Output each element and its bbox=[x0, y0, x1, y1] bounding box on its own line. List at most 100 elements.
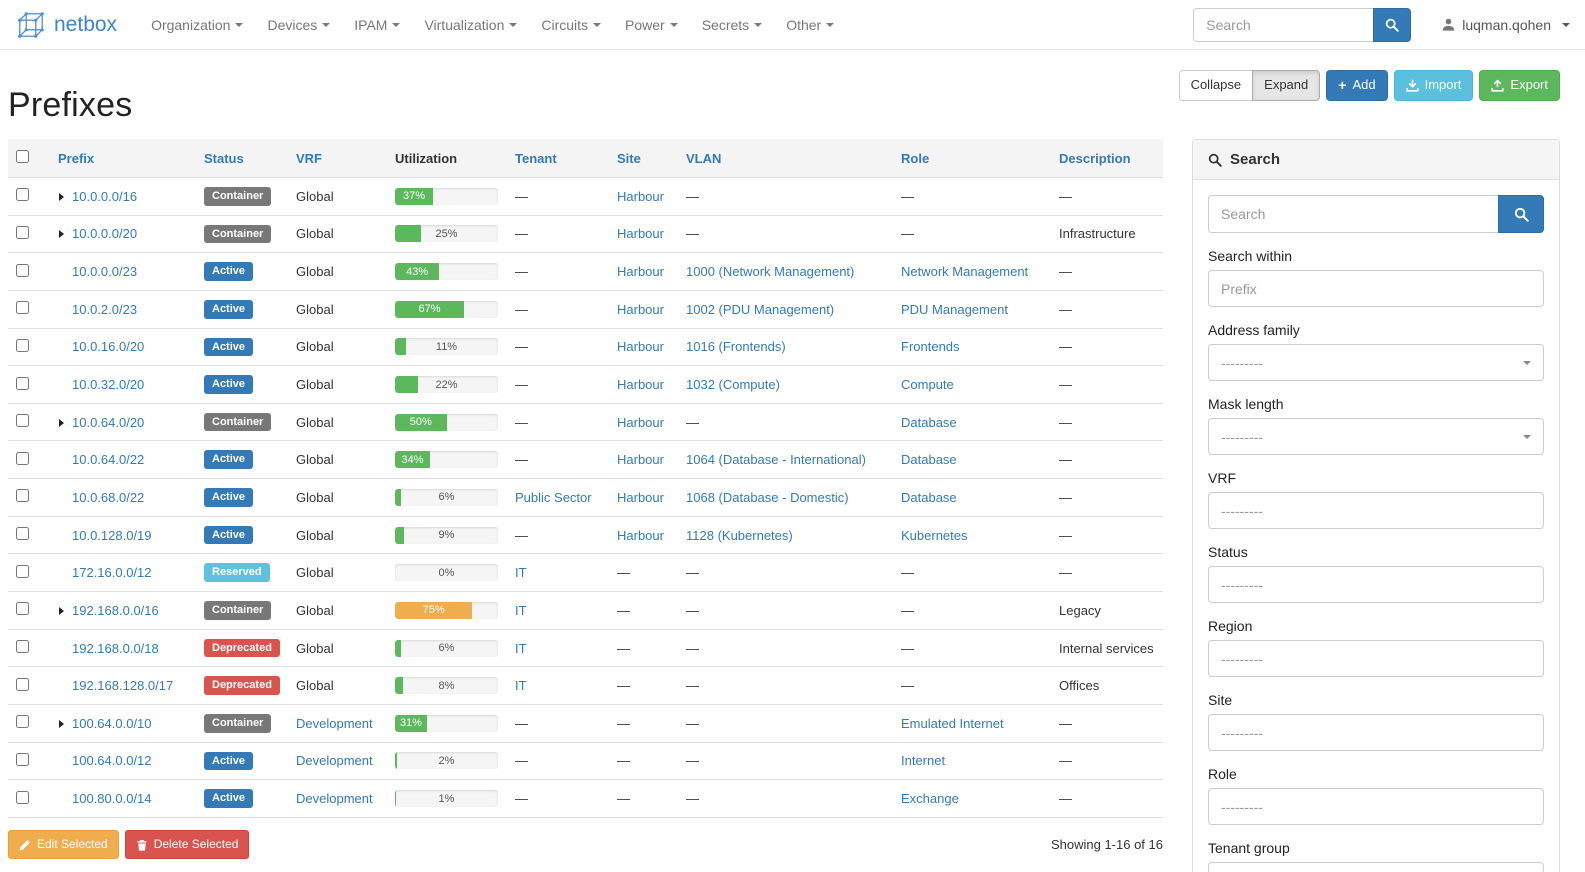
nav-menu-devices[interactable]: Devices bbox=[255, 2, 342, 48]
site-link[interactable]: Harbour bbox=[617, 489, 664, 505]
prefix-link[interactable]: 192.168.0.0/16 bbox=[72, 602, 159, 618]
role-link[interactable]: Exchange bbox=[901, 791, 959, 807]
filter-select-address-family[interactable]: --------- bbox=[1208, 344, 1544, 381]
vlan-link[interactable]: 1068 (Database - Domestic) bbox=[686, 489, 849, 505]
prefix-link[interactable]: 10.0.0.0/23 bbox=[72, 264, 138, 280]
site-link[interactable]: Harbour bbox=[617, 452, 664, 468]
nav-menu-ipam[interactable]: IPAM bbox=[342, 2, 412, 48]
nav-menu-secrets[interactable]: Secrets bbox=[690, 2, 774, 48]
row-checkbox[interactable] bbox=[16, 715, 29, 729]
filter-search-button[interactable] bbox=[1498, 195, 1544, 233]
row-checkbox[interactable] bbox=[16, 790, 29, 804]
role-link[interactable]: Internet bbox=[901, 753, 946, 769]
nav-menu-virtualization[interactable]: Virtualization bbox=[412, 2, 529, 48]
filter-input-search-within[interactable] bbox=[1208, 270, 1544, 307]
site-link[interactable]: Harbour bbox=[617, 377, 664, 393]
row-checkbox[interactable] bbox=[16, 376, 29, 390]
edit-selected-button[interactable]: Edit Selected bbox=[8, 829, 119, 860]
filter-select-vrf[interactable]: --------- bbox=[1208, 492, 1544, 529]
filter-search-input[interactable] bbox=[1208, 195, 1498, 233]
prefix-link[interactable]: 10.0.32.0/20 bbox=[72, 377, 145, 393]
role-link[interactable]: Frontends bbox=[901, 339, 960, 355]
role-link[interactable]: Compute bbox=[901, 377, 954, 393]
prefix-link[interactable]: 172.16.0.0/12 bbox=[72, 565, 152, 581]
column-header-label[interactable]: Tenant bbox=[515, 150, 557, 166]
prefix-link[interactable]: 192.168.0.0/18 bbox=[72, 640, 159, 656]
prefix-link[interactable]: 10.0.128.0/19 bbox=[72, 527, 152, 543]
row-checkbox[interactable] bbox=[16, 640, 29, 653]
vrf-link[interactable]: Development bbox=[296, 791, 373, 807]
filter-select-tenant-group[interactable]: --------- bbox=[1208, 862, 1544, 872]
prefix-link[interactable]: 100.64.0.0/12 bbox=[72, 753, 152, 769]
row-checkbox[interactable] bbox=[16, 602, 29, 616]
tenant-link[interactable]: IT bbox=[515, 640, 527, 656]
role-link[interactable]: Database bbox=[901, 452, 957, 468]
site-link[interactable]: Harbour bbox=[617, 188, 664, 204]
export-button[interactable]: Export bbox=[1479, 70, 1560, 101]
expand-caret-icon[interactable] bbox=[59, 418, 64, 427]
nav-menu-other[interactable]: Other bbox=[774, 2, 846, 48]
select-all-checkbox[interactable] bbox=[16, 150, 29, 163]
navbar-search-input[interactable] bbox=[1193, 7, 1374, 42]
navbar-search-button[interactable] bbox=[1373, 7, 1412, 42]
row-checkbox[interactable] bbox=[16, 338, 29, 352]
row-checkbox[interactable] bbox=[16, 188, 29, 202]
prefix-link[interactable]: 10.0.0.0/16 bbox=[72, 188, 138, 204]
vlan-link[interactable]: 1064 (Database - International) bbox=[686, 452, 866, 468]
role-link[interactable]: Database bbox=[901, 489, 957, 505]
site-link[interactable]: Harbour bbox=[617, 264, 664, 280]
role-link[interactable]: Network Management bbox=[901, 264, 1029, 280]
filter-select-site[interactable]: --------- bbox=[1208, 714, 1544, 751]
prefix-link[interactable]: 10.0.64.0/20 bbox=[72, 414, 145, 430]
column-header-label[interactable]: Site bbox=[617, 150, 641, 166]
prefix-link[interactable]: 10.0.16.0/20 bbox=[72, 339, 145, 355]
import-button[interactable]: Import bbox=[1393, 70, 1474, 101]
role-link[interactable]: Emulated Internet bbox=[901, 715, 1004, 731]
expand-caret-icon[interactable] bbox=[59, 606, 64, 615]
column-header-label[interactable]: Description bbox=[1059, 150, 1131, 166]
prefix-link[interactable]: 10.0.64.0/22 bbox=[72, 452, 145, 468]
expand-caret-icon[interactable] bbox=[59, 230, 64, 239]
add-button[interactable]: + Add bbox=[1326, 70, 1388, 101]
vrf-link[interactable]: Development bbox=[296, 753, 373, 769]
row-checkbox[interactable] bbox=[16, 301, 29, 315]
filter-select-status[interactable]: --------- bbox=[1208, 566, 1544, 603]
filter-select-mask-length[interactable]: --------- bbox=[1208, 418, 1544, 455]
tenant-link[interactable]: Public Sector bbox=[515, 489, 592, 505]
vlan-link[interactable]: 1000 (Network Management) bbox=[686, 264, 855, 280]
site-link[interactable]: Harbour bbox=[617, 527, 664, 543]
prefix-link[interactable]: 192.168.128.0/17 bbox=[72, 678, 174, 694]
row-checkbox[interactable] bbox=[16, 451, 29, 465]
row-checkbox[interactable] bbox=[16, 414, 29, 428]
column-header-label[interactable]: VRF bbox=[296, 150, 322, 166]
tenant-link[interactable]: IT bbox=[515, 678, 527, 694]
column-header-label[interactable]: Prefix bbox=[58, 150, 95, 166]
nav-menu-organization[interactable]: Organization bbox=[139, 2, 255, 48]
user-menu[interactable]: luqman.qohen bbox=[1441, 17, 1570, 33]
site-link[interactable]: Harbour bbox=[617, 339, 664, 355]
expand-caret-icon[interactable] bbox=[59, 719, 64, 728]
role-link[interactable]: Database bbox=[901, 414, 957, 430]
tenant-link[interactable]: IT bbox=[515, 602, 527, 618]
role-link[interactable]: PDU Management bbox=[901, 301, 1008, 317]
site-link[interactable]: Harbour bbox=[617, 414, 664, 430]
netbox-logo[interactable]: netbox bbox=[15, 9, 117, 41]
prefix-link[interactable]: 10.0.0.0/20 bbox=[72, 226, 138, 242]
collapse-button[interactable]: Collapse bbox=[1178, 70, 1254, 101]
site-link[interactable]: Harbour bbox=[617, 301, 664, 317]
delete-selected-button[interactable]: Delete Selected bbox=[124, 829, 250, 860]
row-checkbox[interactable] bbox=[16, 752, 29, 766]
role-link[interactable]: Kubernetes bbox=[901, 527, 968, 543]
prefix-link[interactable]: 100.80.0.0/14 bbox=[72, 791, 152, 807]
vlan-link[interactable]: 1002 (PDU Management) bbox=[686, 301, 835, 317]
nav-menu-circuits[interactable]: Circuits bbox=[529, 2, 613, 48]
column-header-label[interactable]: Role bbox=[901, 150, 930, 166]
row-checkbox[interactable] bbox=[16, 677, 29, 691]
prefix-link[interactable]: 100.64.0.0/10 bbox=[72, 715, 152, 731]
vlan-link[interactable]: 1128 (Kubernetes) bbox=[686, 527, 793, 543]
vlan-link[interactable]: 1032 (Compute) bbox=[686, 377, 780, 393]
filter-select-region[interactable]: --------- bbox=[1208, 640, 1544, 677]
expand-button[interactable]: Expand bbox=[1252, 70, 1321, 101]
row-checkbox[interactable] bbox=[16, 225, 29, 239]
row-checkbox[interactable] bbox=[16, 564, 29, 578]
